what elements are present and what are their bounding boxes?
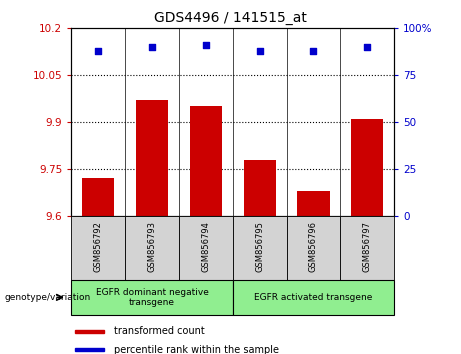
Bar — [136, 100, 168, 216]
Bar — [82, 178, 114, 216]
Text: GSM856796: GSM856796 — [309, 221, 318, 272]
Text: genotype/variation: genotype/variation — [5, 293, 91, 302]
Text: transformed count: transformed count — [114, 326, 205, 336]
Bar — [179, 216, 233, 280]
Bar — [71, 216, 125, 280]
Text: EGFR activated transgene: EGFR activated transgene — [254, 293, 372, 302]
Text: GSM856793: GSM856793 — [148, 221, 157, 272]
Bar — [71, 280, 233, 315]
Point — [310, 48, 317, 54]
Bar — [190, 107, 222, 216]
Text: GSM856792: GSM856792 — [94, 221, 103, 272]
Bar — [340, 216, 394, 280]
Point — [364, 44, 371, 50]
Bar — [297, 191, 330, 216]
Bar — [243, 160, 276, 216]
Text: GSM856794: GSM856794 — [201, 221, 210, 272]
Point — [95, 48, 102, 54]
Bar — [75, 330, 105, 332]
Bar — [287, 216, 340, 280]
Text: GSM856795: GSM856795 — [255, 221, 264, 272]
Text: percentile rank within the sample: percentile rank within the sample — [114, 344, 279, 354]
Point — [148, 44, 156, 50]
Bar — [75, 348, 105, 351]
Text: GDS4496 / 141515_at: GDS4496 / 141515_at — [154, 11, 307, 25]
Bar — [351, 119, 384, 216]
Point — [202, 42, 210, 48]
Bar — [233, 280, 394, 315]
Text: GSM856797: GSM856797 — [363, 221, 372, 272]
Text: EGFR dominant negative
transgene: EGFR dominant negative transgene — [96, 288, 208, 307]
Point — [256, 48, 263, 54]
Bar — [125, 216, 179, 280]
Bar — [233, 216, 287, 280]
